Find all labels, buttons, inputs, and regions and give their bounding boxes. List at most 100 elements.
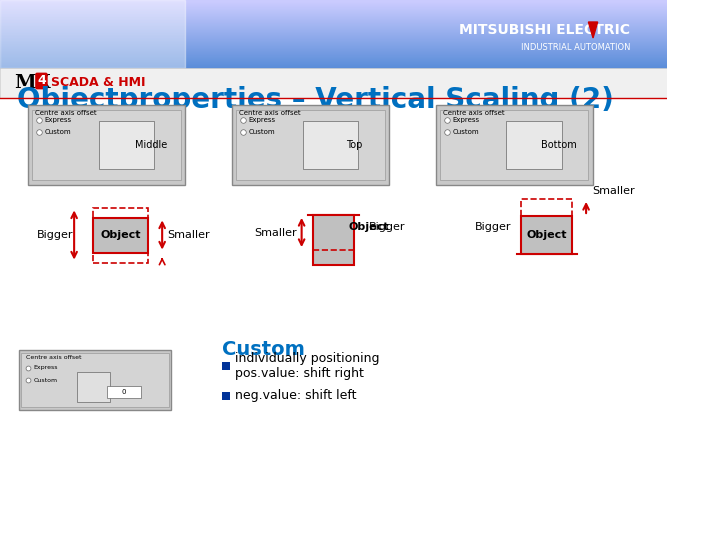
Bar bbox=[0, 0, 185, 68]
Bar bbox=[0, 1, 667, 2]
Bar bbox=[0, 26, 667, 27]
Bar bbox=[0, 12, 667, 13]
Bar bbox=[28, 105, 185, 185]
Bar bbox=[0, 3, 667, 4]
Text: Express: Express bbox=[33, 366, 58, 370]
Text: Custom: Custom bbox=[248, 129, 275, 135]
Text: Object: Object bbox=[100, 230, 140, 240]
Bar bbox=[440, 110, 588, 180]
Bar bbox=[0, 27, 667, 28]
Bar bbox=[0, 14, 667, 15]
Bar bbox=[93, 218, 148, 253]
Bar bbox=[0, 56, 667, 57]
Text: 4: 4 bbox=[37, 75, 46, 87]
Bar bbox=[0, 13, 667, 14]
Bar bbox=[0, 30, 667, 31]
Text: Centre axis offset: Centre axis offset bbox=[26, 355, 81, 360]
Bar bbox=[0, 25, 667, 26]
Bar bbox=[0, 11, 667, 12]
Bar bbox=[0, 10, 667, 11]
Bar bbox=[0, 33, 667, 34]
Bar bbox=[0, 21, 667, 22]
Bar bbox=[107, 386, 141, 398]
Text: Custom: Custom bbox=[222, 340, 305, 359]
Bar bbox=[0, 49, 667, 50]
Bar bbox=[0, 18, 667, 19]
Bar bbox=[0, 31, 667, 32]
Bar bbox=[0, 32, 667, 33]
Bar bbox=[232, 105, 390, 185]
Bar bbox=[0, 0, 667, 1]
Bar bbox=[0, 67, 667, 68]
Text: individually positioning
pos.value: shift right: individually positioning pos.value: shif… bbox=[235, 352, 380, 380]
Bar bbox=[0, 48, 667, 49]
Text: Bigger: Bigger bbox=[369, 222, 405, 233]
Bar bbox=[436, 105, 593, 185]
Bar bbox=[0, 41, 667, 42]
Bar bbox=[312, 215, 354, 250]
Bar bbox=[0, 22, 667, 23]
Bar bbox=[222, 392, 230, 400]
Bar bbox=[32, 110, 181, 180]
Bar bbox=[0, 19, 667, 20]
Polygon shape bbox=[588, 22, 598, 38]
Text: Custom: Custom bbox=[33, 377, 58, 382]
Bar bbox=[0, 62, 667, 63]
Text: Smaller: Smaller bbox=[593, 186, 635, 196]
Bar bbox=[0, 7, 667, 8]
Bar bbox=[0, 65, 667, 66]
Bar bbox=[0, 17, 667, 18]
Text: Centre axis offset: Centre axis offset bbox=[239, 110, 301, 116]
Bar bbox=[0, 9, 667, 10]
Bar bbox=[0, 44, 667, 45]
Bar bbox=[0, 5, 667, 6]
Bar bbox=[0, 42, 667, 43]
Text: Express: Express bbox=[248, 117, 276, 123]
Text: MITSUBISHI ELECTRIC: MITSUBISHI ELECTRIC bbox=[459, 23, 630, 37]
Text: Centre axis offset: Centre axis offset bbox=[443, 110, 505, 116]
Text: Bottom: Bottom bbox=[541, 140, 576, 150]
Text: MX: MX bbox=[14, 74, 51, 92]
Text: Custom: Custom bbox=[452, 129, 479, 135]
Bar bbox=[93, 207, 148, 262]
Bar bbox=[0, 15, 667, 16]
Bar bbox=[0, 35, 667, 36]
Bar bbox=[236, 110, 384, 180]
Text: 0: 0 bbox=[122, 389, 126, 395]
Text: Smaller: Smaller bbox=[254, 227, 297, 238]
Bar bbox=[0, 68, 667, 98]
Bar bbox=[0, 46, 667, 47]
Text: Smaller: Smaller bbox=[167, 230, 210, 240]
Bar bbox=[0, 63, 667, 64]
Bar bbox=[0, 45, 667, 46]
Text: INDUSTRIAL AUTOMATION: INDUSTRIAL AUTOMATION bbox=[521, 44, 630, 52]
Text: Objectproperties – Vertical Scaling (2): Objectproperties – Vertical Scaling (2) bbox=[17, 86, 613, 114]
Text: Top: Top bbox=[346, 140, 363, 150]
Bar bbox=[0, 64, 667, 65]
Text: neg.value: shift left: neg.value: shift left bbox=[235, 389, 357, 402]
Bar bbox=[0, 24, 667, 25]
Bar bbox=[19, 350, 171, 410]
Bar bbox=[0, 36, 667, 37]
Text: Bigger: Bigger bbox=[37, 230, 74, 240]
Bar bbox=[0, 57, 667, 58]
Bar bbox=[0, 50, 667, 51]
Bar bbox=[0, 47, 667, 48]
Bar bbox=[302, 121, 358, 169]
Bar bbox=[0, 51, 667, 52]
Text: Bigger: Bigger bbox=[475, 221, 512, 232]
Bar bbox=[0, 34, 667, 35]
Bar bbox=[521, 216, 572, 254]
Bar bbox=[0, 52, 667, 53]
Text: SCADA & HMI: SCADA & HMI bbox=[51, 77, 145, 90]
Bar bbox=[0, 53, 667, 54]
Bar bbox=[0, 16, 667, 17]
Bar bbox=[222, 362, 230, 370]
Text: Object: Object bbox=[348, 222, 389, 233]
Bar bbox=[0, 54, 667, 55]
Bar bbox=[0, 23, 667, 24]
Bar bbox=[0, 29, 667, 30]
Bar bbox=[0, 20, 667, 21]
Bar bbox=[506, 121, 562, 169]
Bar bbox=[0, 60, 667, 61]
